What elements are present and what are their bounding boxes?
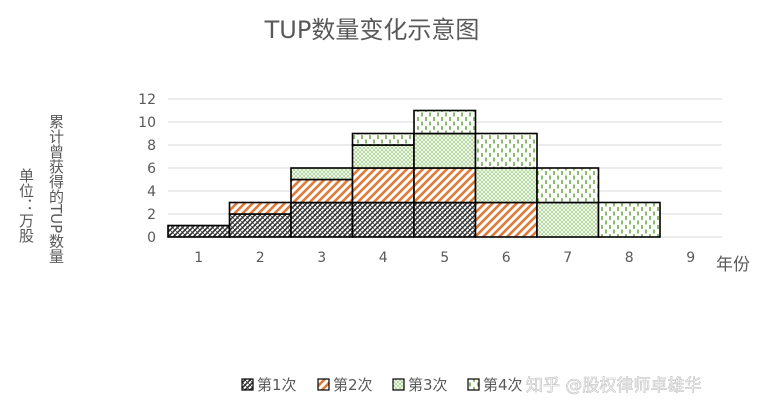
- legend-label-2: 第2次: [333, 376, 373, 394]
- bar-series-2-year-3: [290, 178, 354, 204]
- x-tick-label: 2: [256, 250, 265, 266]
- bar-series-2-year-4: [351, 167, 415, 204]
- bar-series-3-year-6: [474, 167, 538, 204]
- y-tick-label: 10: [138, 115, 156, 131]
- bar-series-3-year-3: [290, 167, 354, 181]
- y-tick-label: 6: [147, 161, 156, 177]
- x-tick-labels: 1 2 3 4 5 6 7 8 9: [194, 250, 695, 266]
- y-tick-label: 12: [138, 92, 156, 108]
- chart-title: TUP数量变化示意图: [264, 16, 480, 44]
- bar-series-1-year-2: [228, 213, 292, 238]
- y-tick-label: 2: [147, 207, 156, 223]
- y-tick-label: 8: [147, 138, 156, 154]
- x-tick-label: 8: [625, 250, 634, 266]
- legend-label-3: 第3次: [408, 376, 448, 394]
- x-axis-label: 年份: [716, 255, 750, 275]
- bar-series-4-year-5: [413, 109, 477, 135]
- legend-label-4: 第4次: [483, 376, 523, 394]
- x-tick-label: 6: [502, 250, 511, 266]
- bar-series-1-year-4: [351, 201, 415, 238]
- bar-series-4-year-6: [474, 132, 538, 169]
- bar-series-1-year-1: [167, 224, 231, 238]
- legend-swatch-1: [241, 378, 254, 391]
- x-tick-label: 9: [686, 250, 695, 266]
- legend-swatch-3: [392, 378, 405, 391]
- legend: 第1次 第2次 第3次 第4次: [241, 376, 523, 394]
- y-tick-labels: 0 2 4 6 8 10 12: [138, 92, 156, 246]
- bar-series-4-year-8: [597, 201, 661, 238]
- x-tick-label: 5: [440, 250, 449, 266]
- bar-series-3-year-5: [413, 132, 477, 169]
- y-tick-label: 4: [147, 184, 156, 200]
- x-tick-label: 4: [379, 250, 388, 266]
- legend-label-1: 第1次: [257, 376, 297, 394]
- bar-series-2-year-5: [413, 167, 477, 204]
- bar-series-4-year-7: [536, 167, 600, 204]
- bar-series-2-year-2: [228, 201, 292, 215]
- y-tick-label: 0: [147, 230, 156, 246]
- bar-series-1-year-5: [413, 201, 477, 238]
- x-tick-label: 3: [317, 250, 326, 266]
- y-axis-label: 累计曾获得的TUP数量: [47, 114, 65, 263]
- legend-swatch-2: [317, 378, 330, 391]
- y-axis-unit-label: 单位：万股: [17, 168, 35, 244]
- bar-series-2-year-6: [474, 201, 538, 238]
- x-tick-label: 7: [563, 250, 572, 266]
- legend-swatch-4: [467, 378, 480, 391]
- bar-series-3-year-4: [351, 144, 415, 169]
- x-tick-label: 1: [194, 250, 203, 266]
- watermark: 知乎 @股权律师卓雄华: [526, 376, 701, 396]
- bar-series-4-year-4: [351, 132, 415, 146]
- bars: [167, 109, 661, 238]
- bar-series-3-year-7: [536, 201, 600, 238]
- bar-series-1-year-3: [290, 201, 354, 238]
